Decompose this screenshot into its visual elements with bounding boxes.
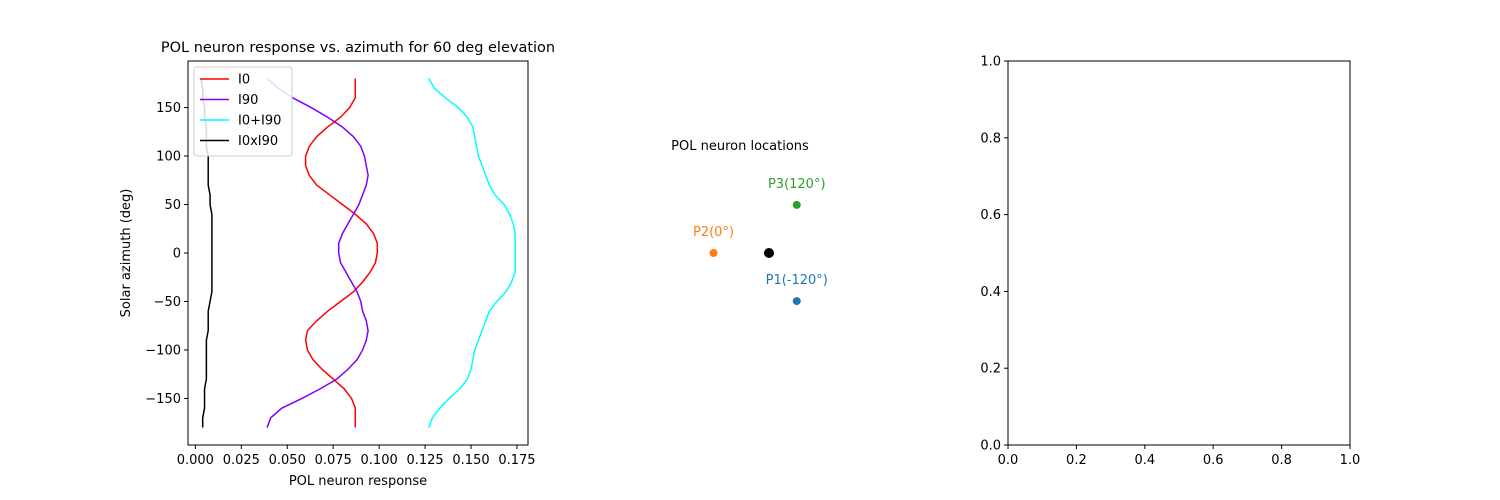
empty-y-axis: 0.0 0.2 0.4 0.6 0.8 1.0 [980, 55, 1008, 454]
y-tick-label: 0.4 [980, 285, 1001, 300]
x-tick-label: 0.0 [998, 453, 1019, 468]
response-chart: POL neuron response vs. azimuth for 60 d… [119, 40, 555, 489]
x-tick-label: 1.0 [1340, 453, 1361, 468]
y-tick-label: 100 [156, 150, 181, 165]
locations-chart: POL neuron locations P1(-120°) P2(0°) P3(1… [671, 139, 828, 306]
y-tick-label: 0.8 [980, 131, 1001, 146]
center-point [764, 248, 774, 258]
legend-label-1: I90 [238, 93, 258, 108]
empty-plot-frame [1007, 60, 1351, 446]
x-tick-label: 0.2 [1066, 453, 1087, 468]
location-points: P1(-120°) P2(0°) P3(120°) [693, 177, 828, 306]
x-tick-label: 0.175 [498, 453, 535, 468]
y-tick-label: 150 [156, 101, 181, 116]
series-line-0 [304, 78, 379, 428]
x-tick-label: 0.050 [269, 453, 306, 468]
y-tick-label: −50 [154, 295, 181, 310]
y-tick-label: 0 [173, 247, 181, 262]
empty-x-axis: 0.0 0.2 0.4 0.6 0.8 1.0 [998, 445, 1361, 468]
legend-label-3: I0xI90 [238, 134, 278, 149]
legend-label-0: I0 [238, 73, 250, 88]
x-tick-label: 0.8 [1271, 453, 1292, 468]
x-tick-label: 0.125 [406, 453, 443, 468]
y-axis-label: Solar azimuth (deg) [119, 189, 134, 318]
neuron-label-1: P2(0°) [693, 225, 734, 240]
empty-chart: 0.0 0.2 0.4 0.6 0.8 1.0 0.0 0.2 0.4 0.6 0.8 1.0 [980, 55, 1360, 469]
x-axis-label: POL neuron response [289, 474, 427, 489]
legend-label-2: I0+I90 [238, 114, 281, 129]
y-tick-label: 0.2 [980, 362, 1001, 377]
neuron-point-2 [792, 200, 801, 209]
neuron-label-2: P3(120°) [768, 177, 826, 192]
series-line-2 [428, 78, 516, 428]
y-tick-label: 50 [164, 198, 181, 213]
neuron-point-1 [709, 249, 718, 257]
y-tick-label: 0.6 [980, 208, 1001, 223]
y-tick-label: 1.0 [980, 55, 1001, 70]
locations-title: POL neuron locations [671, 139, 809, 154]
legend: I0 I90 I0+I90 I0xI90 [193, 66, 293, 157]
x-tick-label: 0.100 [361, 453, 398, 468]
x-tick-label: 0.075 [315, 453, 352, 468]
chart-title: POL neuron response vs. azimuth for 60 d… [161, 40, 555, 56]
x-axis: 0.000 0.025 0.050 0.075 0.100 0.125 0.150 0.175 [177, 445, 536, 468]
y-tick-label: 0.0 [980, 439, 1001, 454]
x-tick-label: 0.025 [223, 453, 260, 468]
legend-box [193, 66, 293, 157]
series-line-1 [266, 77, 369, 428]
neuron-label-0: P1(-120°) [766, 273, 828, 288]
y-tick-label: −100 [145, 343, 181, 358]
x-tick-label: 0.150 [452, 453, 489, 468]
x-tick-label: 0.4 [1134, 453, 1155, 468]
x-tick-label: 0.6 [1203, 453, 1224, 468]
x-tick-label: 0.000 [177, 453, 214, 468]
y-axis: 150 100 50 0 −50 −100 −150 [145, 101, 188, 407]
neuron-point-0 [792, 297, 801, 306]
y-tick-label: −150 [145, 392, 181, 407]
